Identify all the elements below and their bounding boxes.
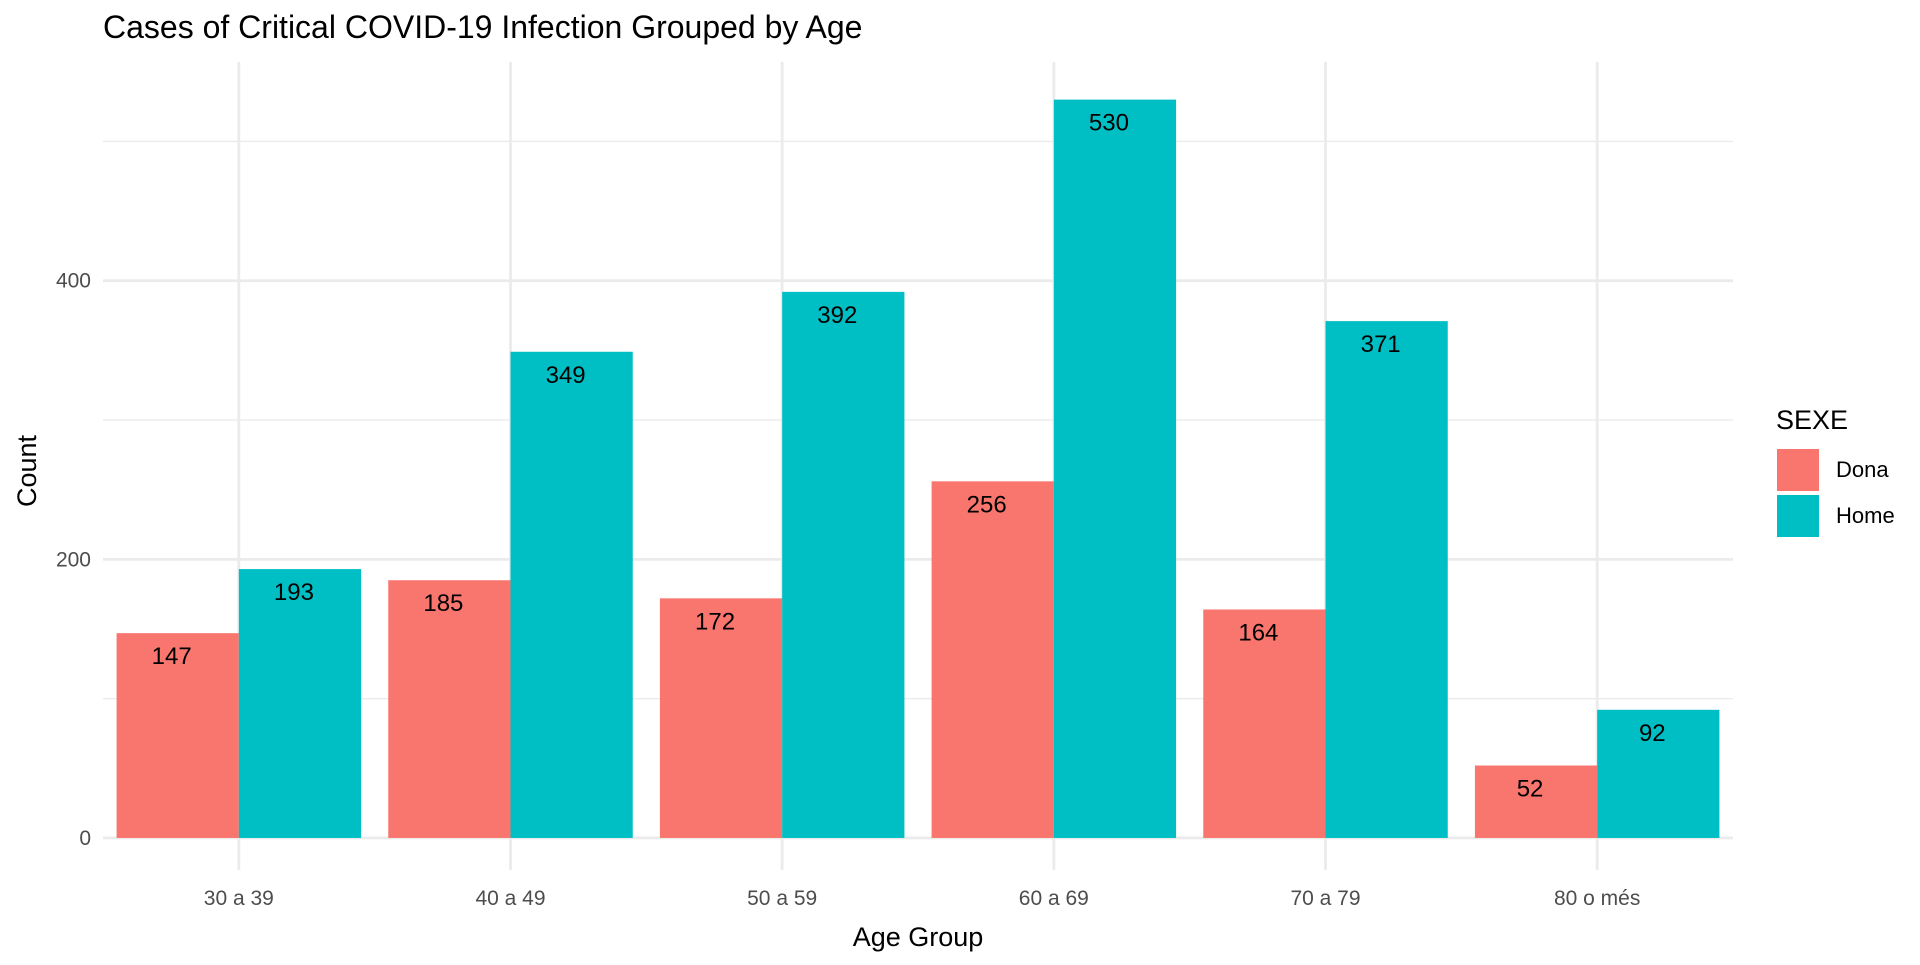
bar-dona (659, 598, 783, 838)
bar-dona (388, 580, 511, 838)
data-label: 172 (695, 608, 735, 635)
bar-home (238, 569, 362, 838)
x-tick-label: 30 a 39 (204, 887, 274, 910)
data-label: 92 (1639, 720, 1666, 747)
data-label: 52 (1517, 776, 1544, 803)
bar-home (782, 291, 905, 838)
data-label: 349 (546, 362, 586, 389)
y-tick-label: 0 (79, 827, 91, 850)
y-tick-label: 200 (56, 548, 91, 571)
chart-title: Cases of Critical COVID-19 Infection Gro… (103, 9, 862, 45)
x-axis-title: Age Group (853, 922, 984, 952)
bar-dona (1203, 609, 1326, 838)
data-label: 371 (1361, 331, 1401, 358)
data-label: 530 (1089, 110, 1129, 137)
bar-layer (116, 99, 1720, 838)
data-label: 256 (967, 491, 1007, 518)
bar-dona (1474, 765, 1598, 838)
bar-home (510, 351, 633, 838)
x-tick-label: 80 o més (1554, 887, 1640, 910)
x-tick-label: 70 a 79 (1290, 887, 1360, 910)
legend-title: SEXE (1776, 405, 1848, 435)
data-label: 164 (1238, 619, 1278, 646)
bar-home (1597, 709, 1720, 838)
data-label-layer: 147 185 172 256 164 52 193 349 392 530 371 92 (152, 110, 1666, 803)
x-tick-label: 60 a 69 (1019, 887, 1089, 910)
bar-dona (116, 633, 239, 838)
x-tick-label: 40 a 49 (475, 887, 545, 910)
y-axis-title: Count (12, 434, 42, 507)
data-label: 392 (817, 302, 857, 329)
bar-dona (931, 481, 1054, 838)
y-tick-label: 400 (56, 270, 91, 293)
data-label: 193 (274, 579, 314, 606)
bar-home (1325, 321, 1448, 838)
legend-key-home (1777, 495, 1819, 537)
x-tick-label: 50 a 59 (747, 887, 817, 910)
legend-label: Home (1836, 503, 1895, 528)
axis-layer: 0 200 400 30 a 39 40 a 49 50 a 59 60 a 69 70 a … (56, 270, 1640, 910)
legend-key-dona (1777, 449, 1819, 491)
bar-home (1053, 99, 1177, 838)
legend: SEXE Dona Home (1776, 405, 1895, 537)
data-label: 147 (152, 643, 192, 670)
legend-label: Dona (1836, 457, 1889, 482)
data-label: 185 (423, 590, 463, 617)
